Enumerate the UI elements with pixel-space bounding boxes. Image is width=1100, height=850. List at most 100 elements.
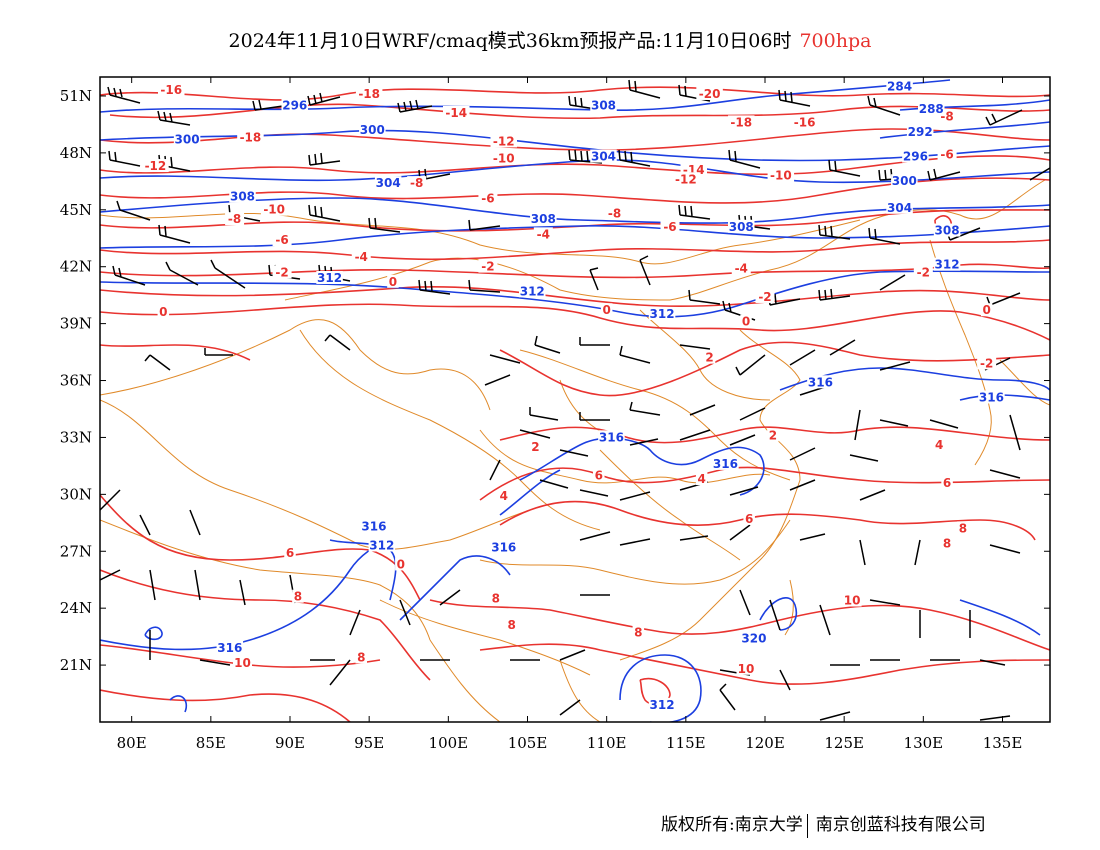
wind-barb (368, 217, 401, 233)
contour-label: 0 (982, 303, 990, 317)
wind-barb (239, 579, 246, 606)
contour-label: -2 (275, 265, 288, 279)
contour-label-bg (316, 270, 343, 284)
contour-label: -2 (917, 265, 930, 279)
contour-label: 8 (357, 650, 365, 664)
contour-label-bg (233, 656, 252, 670)
contour-label: 316 (713, 457, 738, 471)
contour-label-bg (355, 86, 383, 100)
contour-label-bg (767, 428, 779, 442)
contour-label-bg (272, 265, 292, 279)
contour-label: 4 (697, 472, 705, 486)
border-central (519, 349, 791, 481)
contour-label: 0 (397, 557, 405, 571)
wind-barb (1029, 167, 1050, 181)
contour-label-bg (498, 489, 510, 503)
lon-tick-label: 100E (429, 734, 469, 752)
wind-barb (399, 599, 411, 626)
contour-label: 8 (943, 537, 951, 551)
lon-tick-label: 120E (745, 734, 785, 752)
wind-barb (589, 267, 599, 291)
contour-label: 312 (520, 284, 545, 298)
contour-label-bg (807, 375, 834, 389)
wind-barb (849, 454, 879, 462)
wind-barb (112, 265, 146, 286)
wind-barb (619, 491, 651, 501)
border-west (100, 319, 491, 411)
isotherm-line (499, 426, 1050, 444)
contour-label-bg (728, 115, 755, 129)
contour-label-bg (407, 176, 427, 190)
contour-label-bg (740, 631, 768, 645)
wind-barb (439, 589, 461, 606)
wind-barb (819, 711, 851, 721)
contour-label-bg (478, 191, 498, 205)
contour-label: 316 (979, 391, 1004, 405)
wind-barb (869, 599, 901, 606)
wind-barb (308, 204, 341, 222)
lat-tick-label: 21N (60, 656, 92, 674)
border-tibet (100, 399, 531, 550)
contour-label: 316 (491, 540, 516, 554)
wind-barb (854, 409, 861, 441)
contour-label-bg (374, 176, 402, 190)
contour-label-bg (490, 151, 517, 165)
contour-label-bg (918, 102, 945, 116)
contour-label: -8 (410, 176, 423, 190)
contour-label-bg (443, 105, 470, 119)
contour-label-bg (157, 305, 170, 319)
lon-tick-label: 105E (508, 734, 548, 752)
contour-label: 304 (376, 176, 401, 190)
wind-barb (308, 152, 341, 166)
wind-barb (859, 539, 866, 566)
contour-label: -10 (493, 151, 515, 165)
wind-barb (157, 110, 191, 126)
contour-label-bg (957, 521, 969, 535)
height-contour (899, 99, 1050, 111)
contour-label-bg (632, 625, 645, 639)
contour-label-bg (598, 430, 625, 444)
wind-barb (789, 447, 816, 461)
copyright-owner: 版权所有:南京大学 (661, 815, 803, 835)
contour-label: -4 (355, 250, 368, 264)
contour-label: -18 (730, 115, 752, 129)
lon-tick-label: 130E (904, 734, 944, 752)
contour-label-bg (284, 546, 296, 560)
isotherm-line (100, 155, 1050, 176)
wind-barb (139, 514, 151, 536)
contour-label-bg (672, 172, 700, 186)
isotherm-line (479, 466, 1050, 501)
wind-barb (397, 99, 433, 113)
contour-label: 10 (234, 656, 251, 670)
contour-label: 308 (230, 189, 255, 203)
contour-label-bg (980, 303, 993, 317)
isotherm-line (100, 341, 1050, 397)
height-contour (499, 469, 561, 516)
contour-label: 300 (360, 123, 385, 137)
contour-label-bg (767, 168, 795, 182)
wind-barb (739, 589, 751, 616)
contour-label: -10 (770, 169, 792, 183)
wind-barb (799, 533, 826, 541)
contour-label: -6 (481, 191, 494, 205)
contour-label-bg (712, 456, 739, 470)
contour-label: 10 (738, 662, 755, 676)
height-contour (619, 654, 702, 722)
lon-tick-label: 135E (983, 734, 1023, 752)
coastline-korea (974, 409, 992, 466)
coastline-east (619, 329, 801, 661)
wind-barb (1009, 414, 1021, 451)
wind-barb (252, 99, 284, 111)
wind-barb (739, 407, 766, 421)
contour-label: 308 (531, 212, 556, 226)
copyright-company: 南京创蓝科技有限公司 (815, 815, 986, 835)
contour-label-bg (842, 593, 862, 607)
border-north-mongolia (100, 212, 861, 265)
contour-label: 308 (729, 220, 754, 234)
wind-barb (818, 224, 851, 240)
wind-barb (719, 683, 736, 711)
wind-barb (534, 335, 561, 354)
contour-label-bg (648, 697, 676, 711)
contour-label-bg (292, 589, 304, 603)
footer-divider (806, 813, 808, 838)
